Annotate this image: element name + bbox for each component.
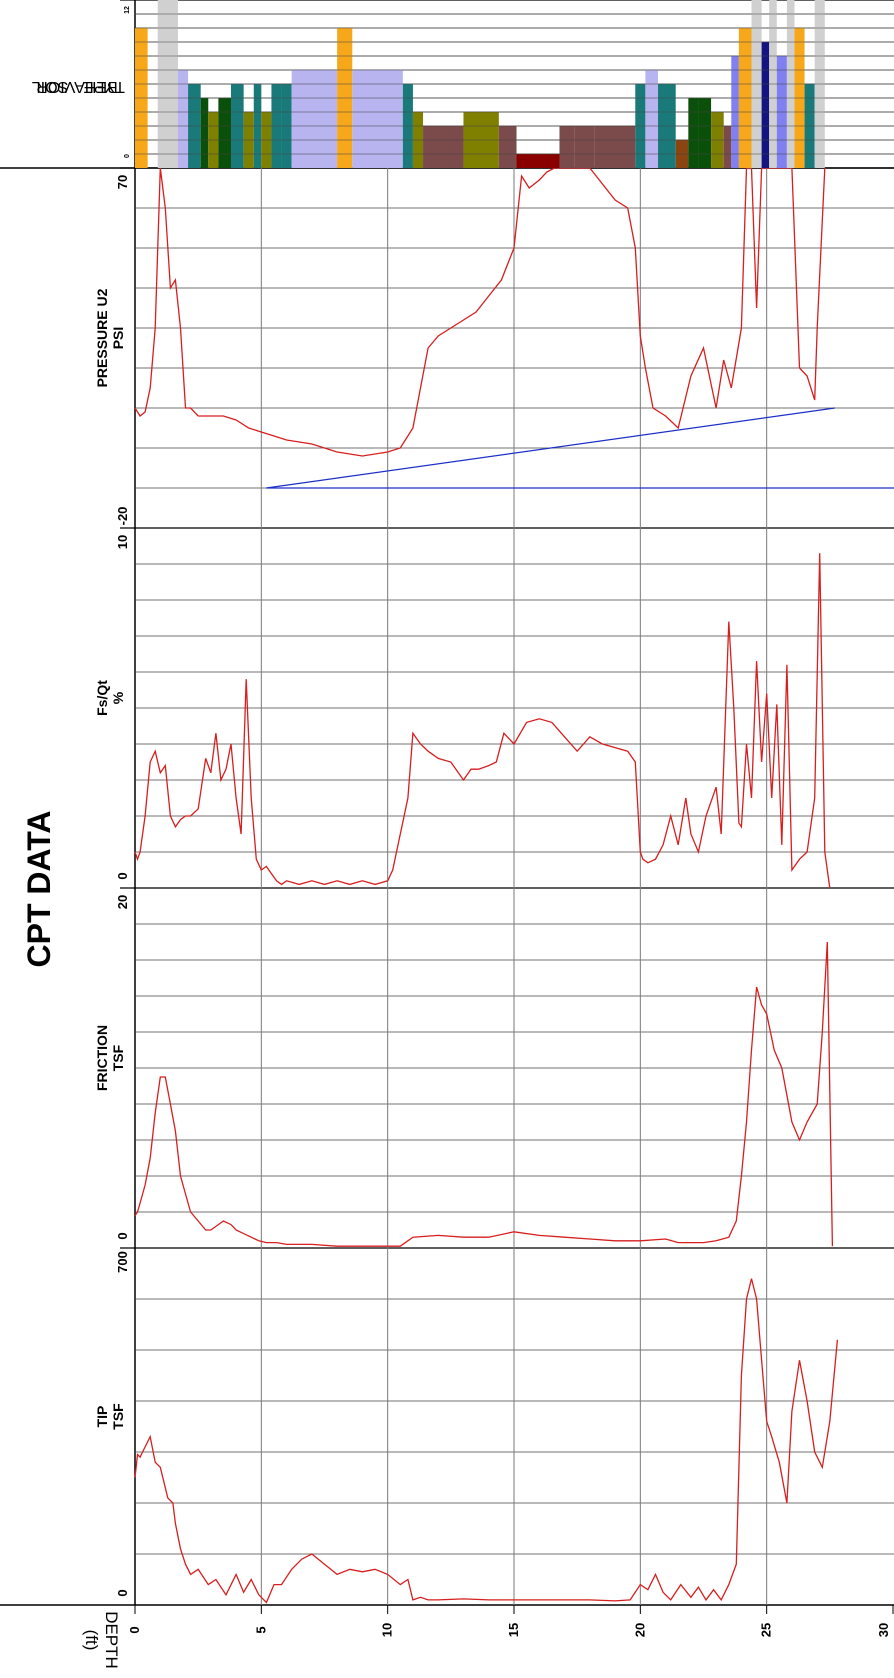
sbt-bar <box>594 126 636 168</box>
track-soil-behavior-type <box>120 0 894 168</box>
depth-tick-label: 0 <box>127 1626 142 1633</box>
track-title: SOIL <box>32 78 69 95</box>
track-friction <box>120 887 894 1248</box>
track-unit: TSF <box>110 1044 126 1071</box>
series-line <box>134 1278 839 1604</box>
chart-frame: 0 5 10 15 20 25 30 <box>0 0 894 1637</box>
track-fs-qt <box>120 527 894 889</box>
depth-tick-label: 10 <box>380 1623 395 1637</box>
value-axis-max: 10 <box>115 535 130 549</box>
sbt-bar <box>761 42 770 168</box>
depth-axis-unit: (ft) <box>82 1630 101 1651</box>
depth-tick-label: 5 <box>253 1626 268 1633</box>
value-axis-max: 12 <box>124 6 131 14</box>
value-axis-min: 0 <box>115 872 130 879</box>
sbt-bar <box>177 70 189 168</box>
depth-tick-label: 20 <box>632 1623 647 1637</box>
track-title: TIP <box>94 1406 110 1428</box>
sbt-bar <box>200 98 209 168</box>
track-unit: TSF <box>110 1403 126 1430</box>
track-unit: PSI <box>110 327 126 350</box>
sbt-bar <box>645 70 659 168</box>
depth-tick-label: 15 <box>506 1623 521 1637</box>
value-axis-min: 0 <box>124 154 131 158</box>
value-axis-min: 0 <box>115 1232 130 1239</box>
value-axis-min: -20 <box>115 507 130 526</box>
sbt-bar <box>574 126 595 168</box>
sbt-bar <box>291 70 338 168</box>
track-title: BEHAVIOR <box>36 78 118 95</box>
track-tip <box>120 1247 894 1605</box>
sbt-bar <box>423 126 464 168</box>
track-title: TYPE <box>83 78 125 95</box>
sbt-bar <box>559 126 575 168</box>
sbt-bar <box>698 98 712 168</box>
sbt-bar <box>723 126 732 168</box>
sbt-bar <box>218 98 232 168</box>
track-pressure-u2 <box>120 167 894 528</box>
value-axis-max: 700 <box>115 1251 130 1273</box>
series-line <box>134 167 826 457</box>
depth-tick-label: 30 <box>876 1623 891 1637</box>
page-title: CPT DATA <box>21 810 57 967</box>
value-axis-max: 20 <box>115 895 130 909</box>
series-line <box>134 553 831 889</box>
value-axis-max: 70 <box>115 175 130 189</box>
series-line <box>134 941 834 1247</box>
track-title: Fs/Qt <box>94 680 110 716</box>
track-lanes <box>120 0 894 1605</box>
sbt-bar <box>516 154 560 168</box>
value-axis-min: 0 <box>115 1589 130 1596</box>
depth-axis-label: DEPTH <box>102 1611 121 1669</box>
sbt-bar <box>352 70 403 168</box>
sbt-bar <box>688 98 699 168</box>
track-title: FRICTION <box>94 1025 110 1091</box>
track-title: PRESSURE U2 <box>94 288 110 387</box>
sbt-bar <box>498 126 517 168</box>
hydrostatic-line <box>266 407 835 489</box>
track-unit: % <box>110 691 126 704</box>
depth-tick-label: 25 <box>759 1623 774 1637</box>
